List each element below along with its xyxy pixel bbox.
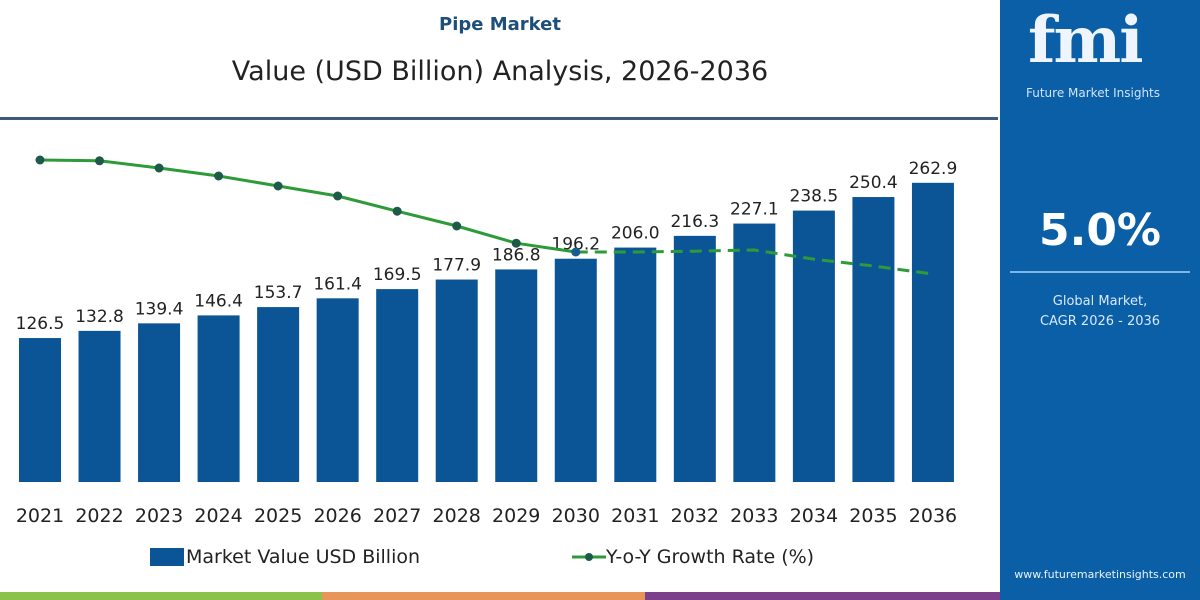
bar xyxy=(852,197,895,482)
bar xyxy=(792,210,835,482)
bar-value-label: 250.4 xyxy=(849,173,898,193)
footer-stripe-purple xyxy=(645,592,1000,600)
bar-value-label: 206.0 xyxy=(611,224,660,244)
x-tick-label: 2028 xyxy=(433,505,481,527)
legend-item-market-value: Market Value USD Billion xyxy=(150,546,420,568)
x-tick-label: 2032 xyxy=(671,505,719,527)
x-tick-label: 2022 xyxy=(75,505,123,527)
growth-point xyxy=(95,156,105,166)
growth-point xyxy=(154,163,164,173)
bar-value-label: 169.5 xyxy=(373,265,422,285)
panel-divider xyxy=(1010,271,1190,273)
x-tick-label: 2035 xyxy=(849,505,897,527)
bar xyxy=(316,298,359,482)
bar-value-label: 177.9 xyxy=(432,256,481,276)
bar xyxy=(673,235,716,482)
legend-label: Y-o-Y Growth Rate (%) xyxy=(606,546,815,568)
cagr-label-line2: CAGR 2026 - 2036 xyxy=(1039,314,1161,329)
bar-value-label: 262.9 xyxy=(909,159,958,179)
growth-point xyxy=(511,238,521,248)
bar xyxy=(257,307,300,482)
bar xyxy=(733,223,776,483)
line-swatch-icon xyxy=(572,553,606,561)
bar xyxy=(554,258,597,482)
bar xyxy=(495,269,538,482)
x-tick-label: 2036 xyxy=(909,505,957,527)
growth-point xyxy=(35,155,45,165)
fmi-logo: fmi xyxy=(1028,3,1144,78)
bar xyxy=(19,338,61,482)
bar-line-chart: 126.5 2021 132.8 2022 139.4 2023 146.4 2024 153.… xyxy=(16,155,958,527)
growth-line-forecast xyxy=(575,248,934,276)
growth-line xyxy=(39,158,576,254)
cagr-label: Global Market, CAGR 2026 - 2036 xyxy=(1000,292,1200,332)
legend-label: Market Value USD Billion xyxy=(186,546,421,568)
bar xyxy=(78,330,121,482)
x-tick-label: 2025 xyxy=(254,505,302,527)
cagr-value: 5.0% xyxy=(1038,205,1162,256)
bar-value-label: 139.4 xyxy=(135,299,184,319)
footer-stripe-green xyxy=(0,592,322,600)
cagr-label-line1: Global Market, xyxy=(1052,294,1148,309)
x-tick-label: 2029 xyxy=(492,505,540,527)
growth-point xyxy=(273,181,283,191)
x-tick-label: 2030 xyxy=(552,505,600,527)
growth-point xyxy=(333,191,343,201)
website-link[interactable]: www.futuremarketinsights.com xyxy=(1014,568,1186,581)
bar xyxy=(911,182,954,482)
x-tick-label: 2024 xyxy=(194,505,242,527)
bar xyxy=(376,289,419,482)
x-tick-label: 2033 xyxy=(730,505,778,527)
growth-point xyxy=(214,171,224,181)
x-tick-label: 2027 xyxy=(373,505,421,527)
bar-value-label: 186.8 xyxy=(492,245,541,265)
bar-value-label: 126.5 xyxy=(16,314,65,334)
bar-value-label: 153.7 xyxy=(254,283,303,303)
bar-value-label: 161.4 xyxy=(313,274,362,294)
bar-swatch-icon xyxy=(150,548,184,566)
chart-subtitle: Pipe Market xyxy=(439,14,561,35)
bar-value-label: 227.1 xyxy=(730,200,779,220)
x-tick-label: 2031 xyxy=(611,505,659,527)
logo-subtitle: Future Market Insights xyxy=(1026,86,1161,100)
bar xyxy=(138,323,181,482)
growth-point xyxy=(392,206,402,216)
title-divider xyxy=(0,117,998,120)
chart-title: Value (USD Billion) Analysis, 2026-2036 xyxy=(231,56,769,87)
bar xyxy=(197,315,240,482)
bar-value-label: 146.4 xyxy=(194,291,243,311)
bar xyxy=(614,247,657,482)
legend-item-growth: Y-o-Y Growth Rate (%) xyxy=(572,546,814,568)
footer-stripe-orange xyxy=(322,592,645,600)
side-panel: fmi Future Market Insights 5.0% Global M… xyxy=(1000,0,1200,600)
x-tick-label: 2021 xyxy=(16,505,64,527)
bar xyxy=(435,279,478,482)
bar-value-label: 132.8 xyxy=(75,307,124,327)
x-tick-label: 2034 xyxy=(790,505,838,527)
growth-point xyxy=(452,221,462,231)
growth-point xyxy=(571,247,581,257)
x-tick-label: 2026 xyxy=(313,505,361,527)
bar-value-label: 216.3 xyxy=(670,212,719,232)
x-tick-label: 2023 xyxy=(135,505,183,527)
bar-value-label: 238.5 xyxy=(790,187,839,207)
